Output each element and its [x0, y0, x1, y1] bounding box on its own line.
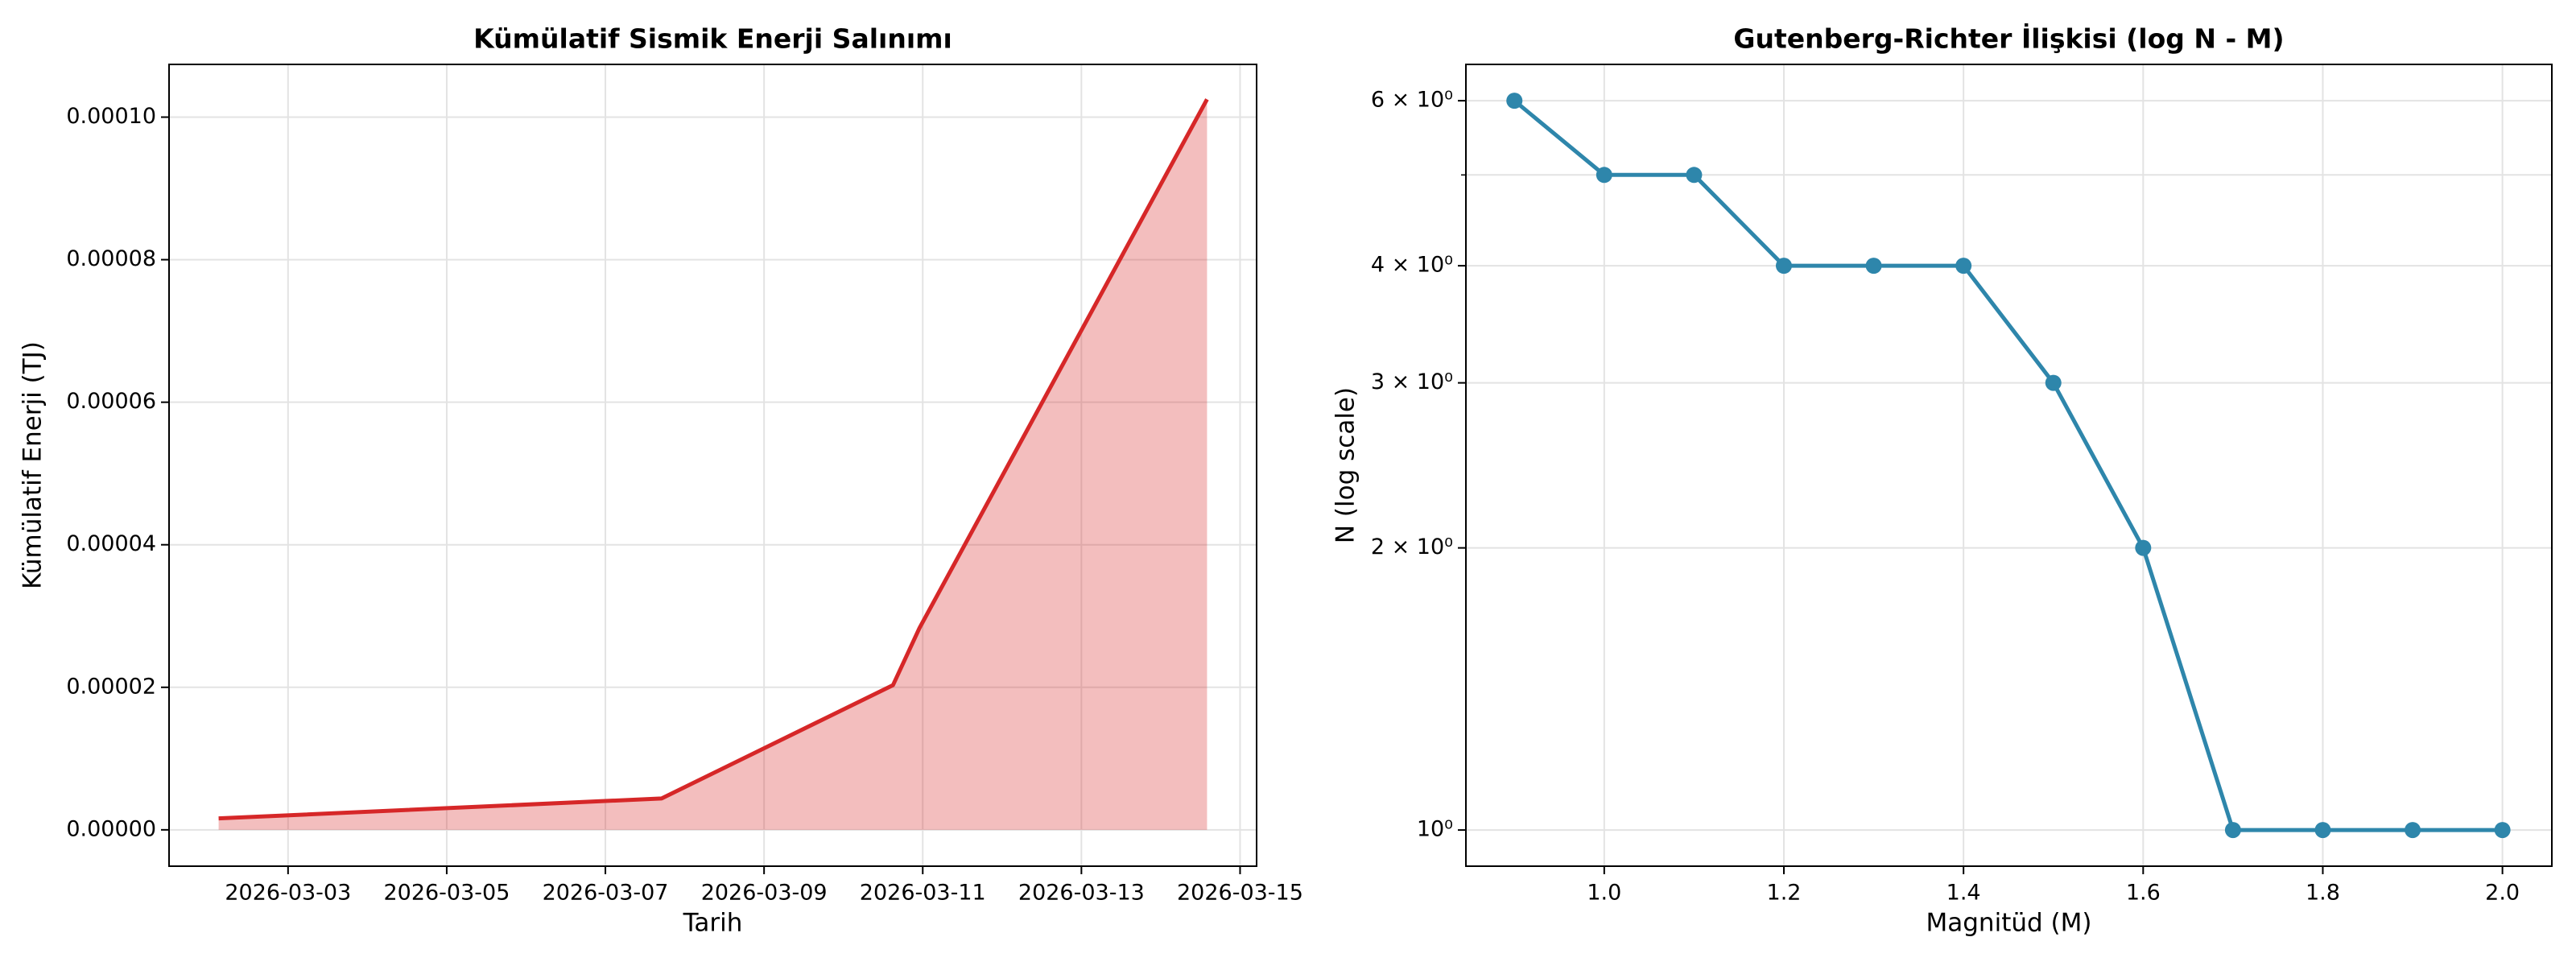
marker — [2314, 822, 2331, 839]
marker — [2135, 539, 2152, 556]
marker — [2405, 822, 2421, 839]
chart-title: Gutenberg-Richter İlişkisi (log N - M) — [1733, 23, 2284, 55]
y-tick-label: 3 × 10⁰ — [1371, 369, 1453, 394]
line — [1513, 99, 2503, 832]
marker — [1596, 167, 1612, 184]
x-tick-label: 2026-03-07 — [543, 881, 669, 906]
x-axis-label: Tarih — [683, 909, 743, 938]
line — [218, 98, 1209, 821]
y-tick-label: 0.00010 — [66, 104, 156, 129]
x-tick-label: 1.2 — [1767, 881, 1802, 906]
marker — [1506, 93, 1523, 109]
marker — [2045, 374, 2062, 391]
y-tick-label: 0.00000 — [66, 816, 156, 841]
marker — [1686, 167, 1703, 184]
chart-title: Kümülatif Sismik Enerji Salınımı — [473, 23, 952, 55]
x-axis-label: Magnitüd (M) — [1926, 909, 2092, 938]
y-axis-label: N (log scale) — [1331, 387, 1360, 543]
x-tick-label: 1.8 — [2306, 881, 2340, 906]
x-tick-label: 2026-03-05 — [383, 881, 510, 906]
y-tick-label: 2 × 10⁰ — [1371, 535, 1453, 559]
axes-frame — [168, 64, 1257, 867]
marker — [1865, 258, 1882, 275]
x-tick-label: 1.4 — [1946, 881, 1981, 906]
x-tick-label: 2026-03-13 — [1018, 881, 1145, 906]
x-tick-label: 2026-03-15 — [1177, 881, 1303, 906]
marker — [2224, 822, 2241, 839]
x-tick-label: 1.6 — [2126, 881, 2161, 906]
y-axis-label: Kümülatif Enerji (TJ) — [19, 341, 47, 589]
y-tick-label: 6 × 10⁰ — [1371, 88, 1453, 113]
y-tick-label: 0.00002 — [66, 674, 156, 699]
y-tick-label: 0.00008 — [66, 246, 156, 271]
y-tick-label: 0.00004 — [66, 531, 156, 556]
y-tick-label: 4 × 10⁰ — [1371, 253, 1453, 278]
area — [218, 99, 1208, 830]
x-tick-label: 1.0 — [1587, 881, 1621, 906]
y-tick-label: 0.00006 — [66, 389, 156, 414]
x-tick-label: 2026-03-03 — [225, 881, 351, 906]
x-tick-label: 2026-03-09 — [701, 881, 828, 906]
marker — [1955, 258, 1972, 275]
x-tick-label: 2.0 — [2485, 881, 2520, 906]
marker — [2494, 822, 2511, 839]
y-tick-label: 10⁰ — [1417, 817, 1453, 842]
marker — [1775, 258, 1792, 275]
x-tick-label: 2026-03-11 — [860, 881, 986, 906]
axes-frame — [1465, 64, 2553, 867]
